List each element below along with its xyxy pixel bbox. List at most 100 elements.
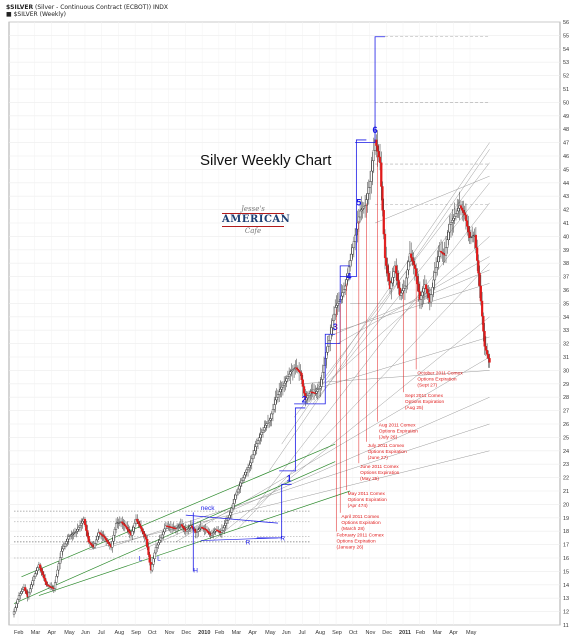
candle-body [402,288,405,291]
candle-body [390,282,393,289]
x-tick-label: Oct [349,630,358,636]
candle-body [202,527,205,529]
candle-body [453,216,456,219]
candle-body [91,544,94,547]
candle-body [195,531,199,533]
candle-body [432,279,435,288]
annotation-text: (Apr 474) [348,503,368,509]
candle-body [302,386,306,394]
logo-bottom-text: Cafe [244,227,262,235]
candle-body [315,391,318,394]
candle-body [44,577,47,582]
candle-body [162,531,165,536]
candle-body [12,611,16,615]
candle-body [139,525,143,529]
candle-body [334,307,337,315]
candle-body [29,588,32,594]
candle-body [276,394,280,398]
candle-body [151,564,154,571]
candle-body [210,533,214,536]
candle-body [121,521,124,524]
candle-body [361,208,364,210]
y-tick-label-20: 20 [563,502,569,508]
annotation-text: (January 26) [336,545,363,551]
candle-body [122,522,125,525]
x-tick-label: Oct [148,630,157,636]
pattern-label-r: R [246,540,251,547]
candle-body [441,251,444,254]
x-tick-label: Jul [98,630,105,636]
x-tick-label: Mar [31,630,41,636]
candle-body [81,520,84,524]
y-tick-label-47: 47 [563,141,569,147]
x-tick-label: Aug [114,630,124,636]
candle-body [146,539,149,548]
y-tick-label-52: 52 [563,74,569,80]
candle-body [39,564,42,569]
candle-body [35,570,38,574]
x-tick-label: Mar [433,630,443,636]
candle-body [141,528,144,532]
candle-body [269,418,272,421]
candle-body [300,372,303,380]
x-tick-label: Feb [215,630,224,636]
candle-body [45,581,48,586]
annotation-text: Options Expiration [341,520,381,526]
candle-body [421,291,424,296]
candle-body [85,524,88,531]
right-shoulder-line [200,537,278,541]
candlesticks [12,124,491,618]
candle-body [14,607,17,612]
candle-body [101,534,104,536]
wave-bracket [340,139,367,278]
x-tick-label: Aug [315,630,325,636]
candle-body [381,186,384,211]
candle-body [342,289,346,293]
candle-body [424,284,428,290]
annotation-text: (March 28) [341,526,365,532]
candle-body [17,595,21,600]
candle-body [40,567,43,572]
candle-body [406,269,409,279]
grid [9,21,560,626]
candle-body [203,528,206,530]
candle-body [268,420,271,423]
candle-body [156,544,159,548]
pattern-label-neck: neck [201,505,215,512]
y-tick-label-22: 22 [563,476,569,482]
candle-body [233,499,236,504]
candle-body [50,586,53,588]
candle-body [230,507,233,513]
candle-body [65,541,68,545]
candle-body [326,346,329,353]
candle-body [265,423,268,426]
x-tick-label: May [64,630,75,636]
candle-body [152,558,155,565]
candle-body [102,535,105,537]
candle-body [482,315,485,332]
y-tick-label-33: 33 [563,328,569,334]
candle-body [68,535,72,537]
candle-body [325,352,328,359]
candle-body [243,474,246,478]
candle-body [161,534,164,539]
candle-body [88,541,92,544]
candle-body [449,222,453,225]
trendline [237,263,490,529]
candle-body [182,525,185,529]
candle-body [180,524,184,527]
candle-body [472,235,475,237]
candle-body [187,528,190,531]
candle-body [478,273,481,287]
candle-body [27,592,31,598]
candle-body [21,589,24,592]
candle-body [400,292,403,296]
wave-label-3: 3 [333,322,338,332]
x-tick-label: Apr [449,630,458,636]
candle-body [83,518,87,526]
x-tick-label: Feb [14,630,23,636]
y-tick-label-19: 19 [563,516,569,522]
candle-body [193,528,196,532]
candle-body [175,527,179,529]
candle-body [481,300,484,317]
